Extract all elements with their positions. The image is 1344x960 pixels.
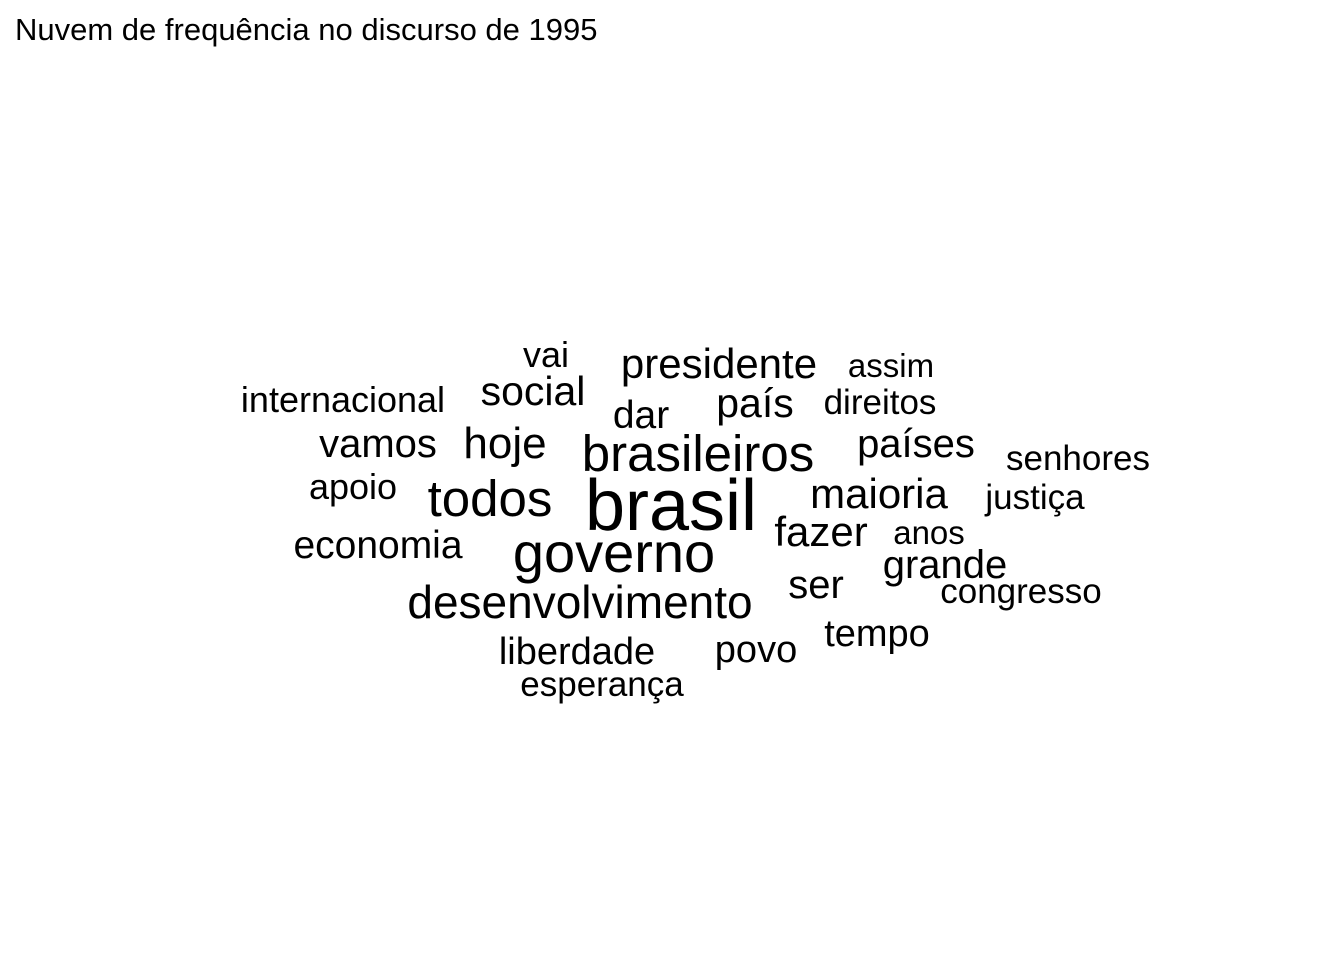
word-grande: grande [883, 543, 1008, 587]
word-esperança: esperança [520, 665, 684, 704]
word-maioria: maioria [810, 470, 948, 517]
word-vamos: vamos [319, 422, 437, 466]
word-dar: dar [613, 394, 669, 437]
word-liberdade: liberdade [499, 631, 655, 673]
word-direitos: direitos [824, 383, 937, 422]
word-ser: ser [788, 563, 844, 607]
word-anos: anos [893, 514, 965, 551]
word-país: país [716, 380, 794, 426]
word-desenvolvimento: desenvolvimento [407, 576, 752, 628]
word-brasil: brasil [585, 466, 757, 546]
word-hoje: hoje [463, 419, 546, 468]
word-brasileiros: brasileiros [582, 425, 814, 482]
word-internacional: internacional [241, 379, 445, 420]
word-justiça: justiça [984, 478, 1085, 517]
word-economia: economia [293, 524, 462, 567]
chart-title: Nuvem de frequência no discurso de 1995 [15, 12, 598, 47]
word-países: países [857, 422, 975, 466]
word-governo: governo [513, 521, 715, 584]
word-presidente: presidente [621, 340, 817, 387]
word-congresso: congresso [940, 572, 1101, 611]
word-assim: assim [848, 347, 934, 384]
word-vai: vai [523, 334, 569, 375]
word-povo: povo [715, 629, 797, 671]
word-todos: todos [428, 470, 553, 527]
word-tempo: tempo [824, 613, 930, 655]
word-fazer: fazer [774, 508, 867, 555]
word-senhores: senhores [1006, 439, 1150, 478]
word-apoio: apoio [309, 466, 397, 507]
word-social: social [481, 368, 586, 414]
